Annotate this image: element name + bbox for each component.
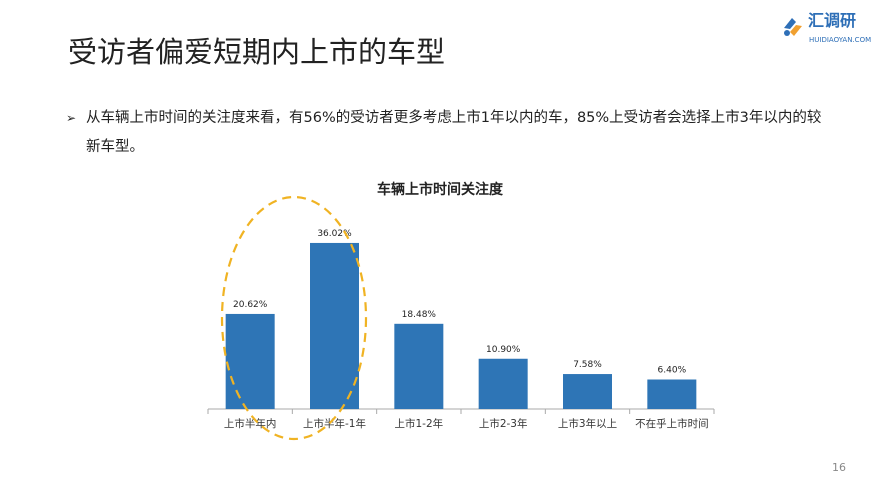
data-label: 7.58% [573, 360, 602, 370]
category-label: 不在乎上市时间 [635, 417, 709, 430]
data-label: 18.48% [402, 310, 437, 320]
page-title: 受访者偏爱短期内上市的车型 [68, 35, 446, 69]
logo-subtext: HUIDIAOYAN.COM [809, 36, 872, 44]
highlight-ellipse [220, 195, 368, 441]
category-label: 上市1-2年 [395, 417, 444, 430]
bar [647, 379, 697, 409]
bar [394, 323, 444, 409]
page-number: 16 [832, 461, 846, 474]
chart-title: 车辆上市时间关注度 [377, 181, 504, 198]
data-label: 6.40% [658, 365, 687, 375]
logo-text: 汇调研 [808, 11, 857, 30]
logo: 汇调研 HUIDIAOYAN.COM [780, 12, 880, 48]
bar [563, 374, 612, 409]
arrow-bullet-icon: ➢ [66, 111, 77, 125]
bar [478, 358, 528, 409]
bar [225, 313, 275, 409]
bar [310, 242, 359, 409]
summary-bullet: ➢ 从车辆上市时间的关注度来看，有56%的受访者更多考虑上市1年以内的车，85%… [66, 104, 826, 162]
category-label: 上市3年以上 [558, 417, 617, 430]
logo-icon [784, 18, 802, 36]
data-label: 20.62% [233, 300, 268, 310]
category-label: 上市2-3年 [479, 417, 528, 430]
data-label: 10.90% [486, 345, 521, 355]
data-label: 36.02% [317, 229, 352, 239]
summary-text: 从车辆上市时间的关注度来看，有56%的受访者更多考虑上市1年以内的车，85%上受… [86, 110, 822, 155]
category-label: 上市半年内 [224, 417, 277, 430]
category-label: 上市半年-1年 [303, 417, 366, 430]
